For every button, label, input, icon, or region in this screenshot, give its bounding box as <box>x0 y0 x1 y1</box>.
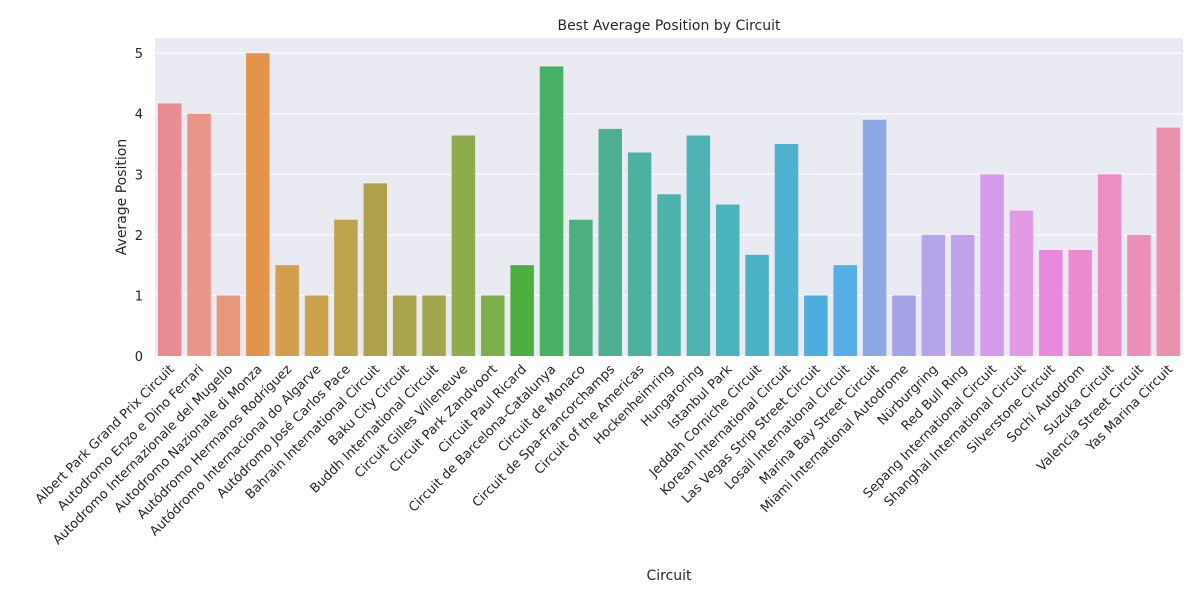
bar <box>715 204 740 356</box>
bar <box>216 295 241 356</box>
bar <box>422 295 446 356</box>
bars <box>157 53 1181 357</box>
bar <box>1127 234 1151 356</box>
bar <box>657 194 681 356</box>
bar <box>451 135 476 356</box>
bar <box>862 119 887 357</box>
bar <box>950 234 975 356</box>
bar <box>1009 210 1034 356</box>
bar <box>1156 127 1181 356</box>
bar <box>598 128 623 356</box>
y-axis-label: Average Position <box>114 139 130 255</box>
bar <box>334 219 358 356</box>
chart-title: Best Average Position by Circuit <box>557 18 781 34</box>
bar <box>392 295 417 356</box>
bar <box>745 254 769 356</box>
bar <box>774 144 799 356</box>
y-tick-label: 2 <box>135 229 143 244</box>
x-axis-label: Circuit <box>646 568 692 584</box>
y-tick-label: 4 <box>135 108 143 123</box>
bar <box>187 113 211 356</box>
bar <box>804 295 828 356</box>
y-tick-labels: 0 1 2 3 4 5 <box>135 47 143 365</box>
bar <box>1068 250 1092 356</box>
bar <box>980 174 1004 356</box>
bar <box>246 53 270 357</box>
bar <box>1039 250 1063 356</box>
bar <box>363 183 388 356</box>
bar <box>569 219 593 356</box>
y-tick-label: 1 <box>135 289 143 304</box>
y-tick-label: 5 <box>135 47 143 62</box>
bar <box>481 295 505 356</box>
bar <box>1097 174 1122 356</box>
bar <box>510 265 534 356</box>
bar <box>304 295 329 356</box>
y-tick-label: 0 <box>135 350 143 365</box>
bar <box>157 103 182 356</box>
y-tick-label: 3 <box>135 168 143 183</box>
bar <box>539 66 564 357</box>
bar <box>892 295 916 356</box>
bar <box>921 234 946 356</box>
bar <box>686 135 711 356</box>
bar <box>627 152 652 356</box>
bar <box>833 265 857 356</box>
x-tick-labels: Albert Park Grand Prix CircuitAutodromo … <box>33 362 1176 548</box>
bar <box>275 265 299 356</box>
